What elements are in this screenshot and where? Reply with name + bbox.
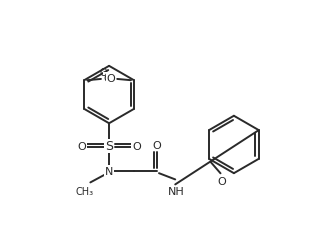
Text: O: O: [103, 74, 112, 83]
Text: NH: NH: [168, 187, 185, 196]
Text: N: N: [105, 166, 113, 176]
Text: O: O: [100, 68, 107, 78]
Text: O: O: [132, 141, 141, 151]
Text: O: O: [152, 140, 161, 150]
Text: O: O: [106, 74, 115, 83]
Text: O: O: [217, 176, 226, 186]
Text: CH₃: CH₃: [76, 186, 94, 196]
Text: O: O: [78, 141, 86, 151]
Text: S: S: [105, 140, 113, 152]
